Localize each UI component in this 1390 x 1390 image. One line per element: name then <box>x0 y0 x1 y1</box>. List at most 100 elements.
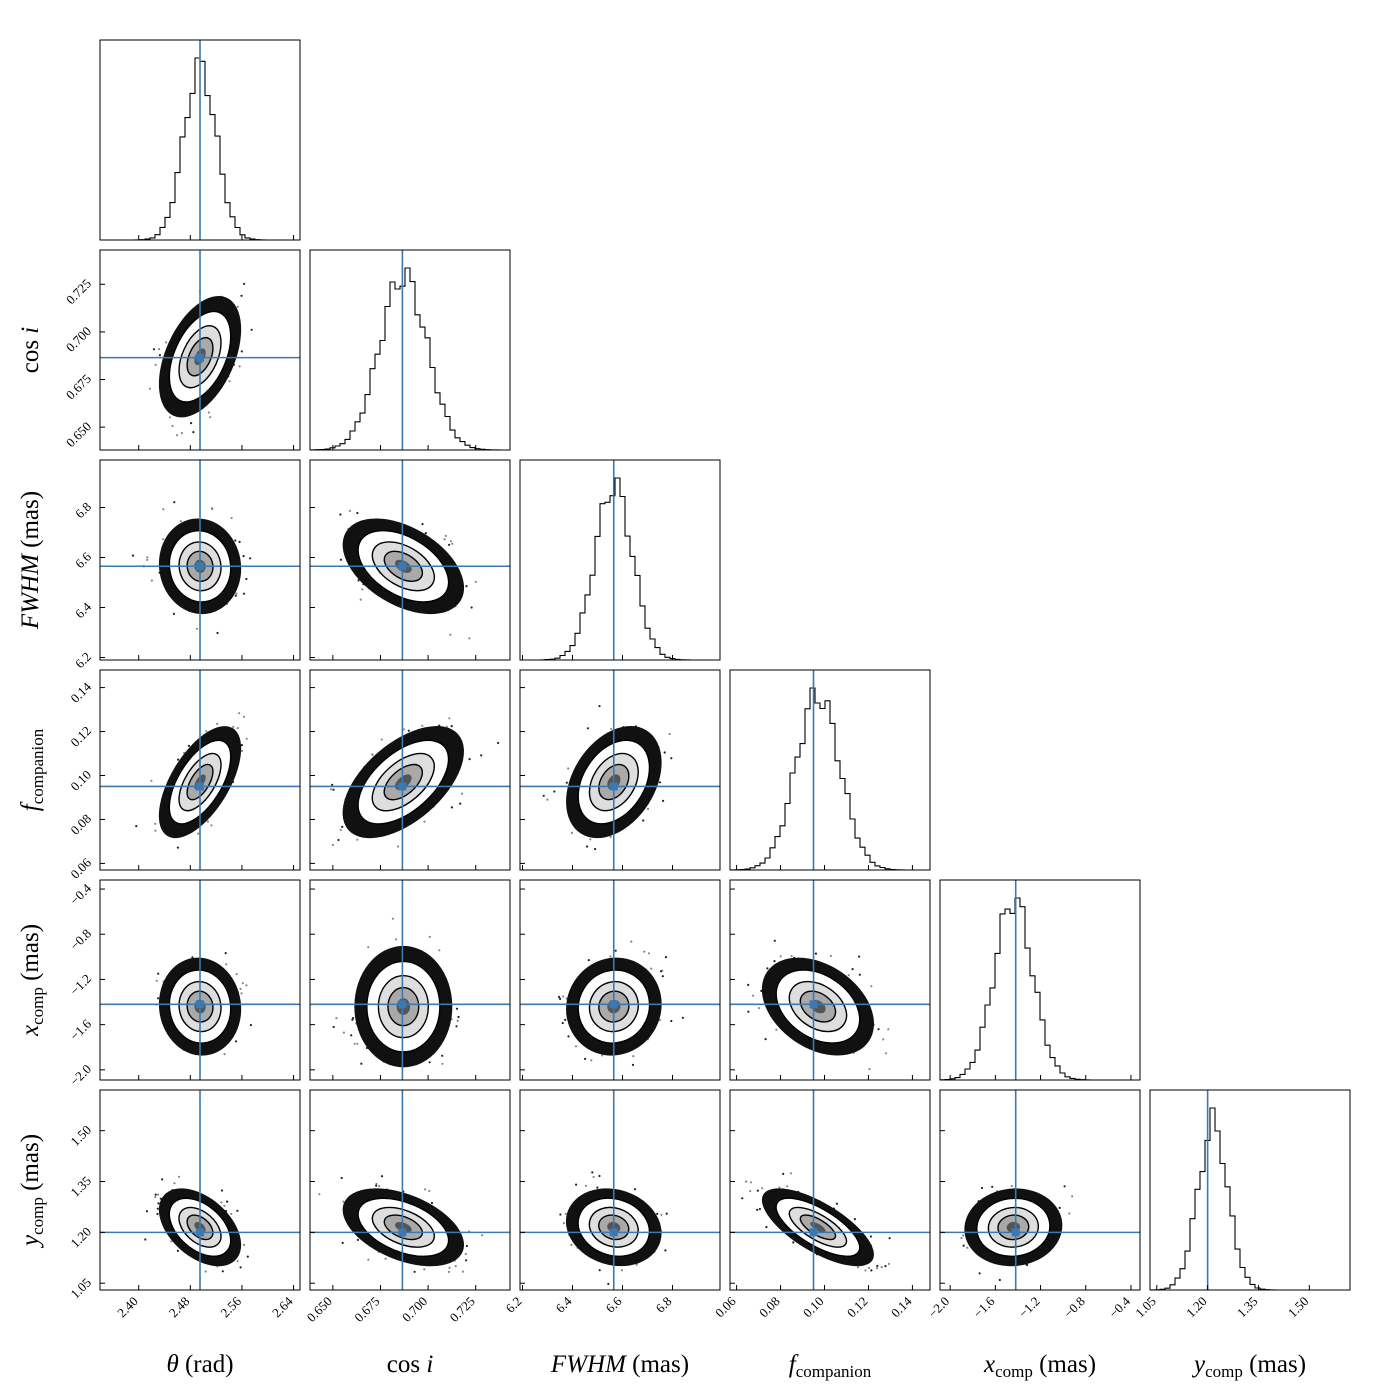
sample-point <box>180 431 183 435</box>
panel-frame <box>729 669 931 871</box>
sample-point <box>249 1023 252 1027</box>
sample-point <box>190 422 193 425</box>
sample-point <box>592 1175 595 1179</box>
y-tick-label: 0.725 <box>63 276 94 307</box>
sample-point <box>457 1015 460 1019</box>
sample-point <box>351 1017 355 1020</box>
sample-point <box>574 1045 578 1048</box>
sample-point <box>236 1260 239 1263</box>
sample-point <box>480 754 483 757</box>
y-tick-label: 0.12 <box>67 723 94 750</box>
sample-point <box>450 725 453 728</box>
sample-point <box>882 1038 885 1041</box>
sample-point <box>590 1059 593 1062</box>
sample-point <box>245 984 248 987</box>
panel-y_comp-fwhm: 6.2 6.4 6.6 6.8 <box>503 1089 721 1316</box>
sample-point <box>749 1181 753 1184</box>
sample-point <box>356 511 359 515</box>
y-tick-label: 6.2 <box>72 649 94 671</box>
density-f_companion-y_comp <box>741 1172 891 1272</box>
sample-point <box>465 585 468 588</box>
sample-point <box>464 1252 467 1256</box>
sample-point <box>154 1195 157 1199</box>
sample-point <box>470 606 473 609</box>
sample-point <box>756 1189 759 1192</box>
contour-2sigma <box>168 739 232 825</box>
sample-point <box>884 1052 888 1055</box>
histogram-f_companion <box>730 687 930 870</box>
sample-point <box>773 960 776 963</box>
sample-point <box>455 1025 458 1028</box>
sample-point <box>207 411 210 414</box>
truth-marker <box>196 353 204 362</box>
sample-point <box>384 1257 387 1260</box>
sample-point <box>395 938 398 941</box>
sample-point <box>559 997 562 1001</box>
sample-point <box>204 1270 207 1273</box>
sample-point <box>209 416 212 419</box>
sample-point <box>146 558 149 562</box>
sample-point <box>756 1208 759 1211</box>
sample-point <box>960 1236 963 1240</box>
sample-point <box>220 1201 223 1204</box>
y-tick-label: 6.4 <box>72 599 94 621</box>
sample-point <box>192 431 195 434</box>
sample-point <box>150 779 153 782</box>
sample-point <box>747 1010 750 1013</box>
sample-point <box>598 1269 601 1272</box>
sample-point <box>559 1213 562 1216</box>
sample-point <box>329 788 333 791</box>
sample-point <box>1068 1212 1071 1215</box>
sample-point <box>250 328 253 331</box>
sample-point <box>155 979 158 982</box>
sample-point <box>460 792 464 795</box>
sample-point <box>650 967 653 970</box>
y-tick-label: −2.0 <box>67 1061 94 1088</box>
sample-point <box>173 501 176 504</box>
sample-point <box>829 954 833 958</box>
y-axis-label-y_comp: ycomp (mas) <box>17 1134 47 1249</box>
sample-point <box>249 557 252 560</box>
truth-marker <box>196 1000 204 1009</box>
sample-point <box>659 970 663 973</box>
x-tick-label: −1.2 <box>1015 1294 1042 1321</box>
y-axis-label-cos_i: cos i <box>17 327 44 374</box>
sample-point <box>245 737 248 740</box>
sample-point <box>789 1172 793 1175</box>
sample-point <box>165 341 168 344</box>
sample-point <box>1010 1184 1013 1188</box>
sample-point <box>225 963 228 966</box>
contour-2sigma <box>168 1197 232 1257</box>
sample-point <box>664 1249 667 1252</box>
sample-point <box>586 727 590 730</box>
panel-y_comp-x_comp: −2.0 −1.6 −1.2 −0.8 −0.4 <box>925 1089 1141 1321</box>
x-tick-label: −1.6 <box>970 1293 998 1321</box>
panel-fwhm-cos_i <box>309 459 511 661</box>
histogram-fwhm <box>520 477 720 660</box>
sample-point <box>144 1238 147 1241</box>
sample-point <box>441 1054 444 1057</box>
panel-y_comp-theta: 2.40 2.48 2.56 2.64 1.05 1.20 1.35 1.50 <box>67 1089 301 1320</box>
truth-marker <box>196 782 204 791</box>
sample-point <box>443 538 446 541</box>
sample-point <box>131 554 135 557</box>
sample-point <box>240 294 243 297</box>
sample-point <box>210 824 213 827</box>
sample-point <box>171 424 174 428</box>
sample-point <box>157 1193 160 1196</box>
y-tick-label: −1.6 <box>67 1016 95 1044</box>
sample-point <box>570 1243 573 1246</box>
contour-2sigma <box>168 310 232 403</box>
contour-2sigma <box>366 960 441 1053</box>
sample-point <box>980 1186 984 1190</box>
sample-point <box>157 997 160 1000</box>
sample-point <box>245 577 248 581</box>
sample-point <box>887 1262 891 1265</box>
sample-point <box>235 973 238 976</box>
sample-point <box>156 1212 159 1216</box>
sample-point <box>374 1085 376 1087</box>
sample-point <box>835 1202 839 1205</box>
contour-2sigma <box>775 1197 861 1257</box>
sample-point <box>658 1018 662 1022</box>
sample-point <box>589 838 592 841</box>
